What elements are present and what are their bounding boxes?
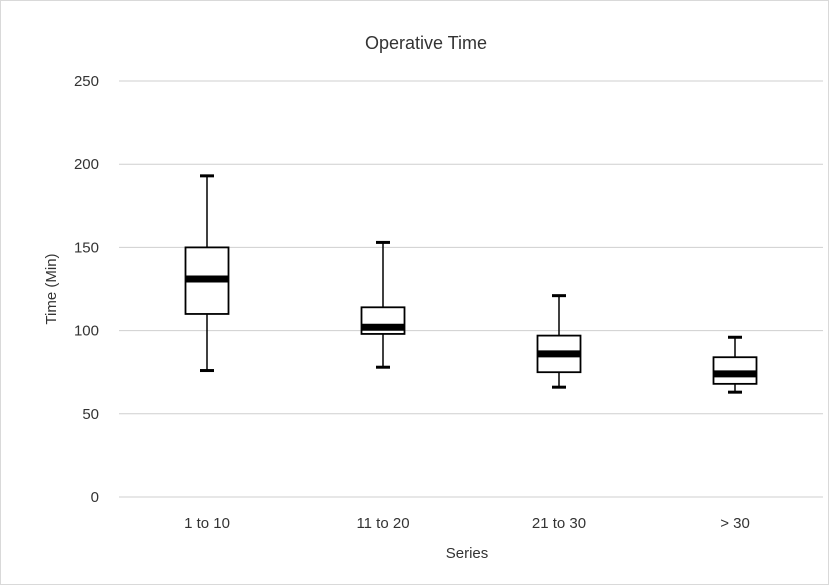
y-tick-label: 100 (74, 323, 99, 340)
x-tick-label: 11 to 20 (356, 515, 409, 532)
y-tick-label: 50 (82, 406, 99, 423)
y-tick-label: 150 (74, 239, 99, 256)
y-tick-label: 250 (74, 73, 99, 90)
y-tick-label: 0 (91, 489, 99, 506)
y-axis-label: Time (Min) (43, 253, 60, 324)
y-tick-labels: 0 50 100 150 200 250 (74, 73, 99, 506)
x-tick-labels: 1 to 10 11 to 20 21 to 30 > 30 (184, 515, 750, 532)
box-group (712, 335, 758, 394)
x-tick-label: 1 to 10 (184, 515, 230, 532)
x-tick-label: > 30 (720, 515, 750, 532)
x-axis-label: Series (446, 545, 489, 562)
box-group (360, 240, 406, 369)
chart-title: Operative Time (365, 33, 487, 53)
box-group (536, 294, 582, 389)
y-tick-label: 200 (74, 156, 99, 173)
box-series (184, 174, 758, 394)
box-group (184, 174, 230, 373)
gridlines (119, 80, 823, 498)
x-tick-label: 21 to 30 (532, 515, 586, 532)
